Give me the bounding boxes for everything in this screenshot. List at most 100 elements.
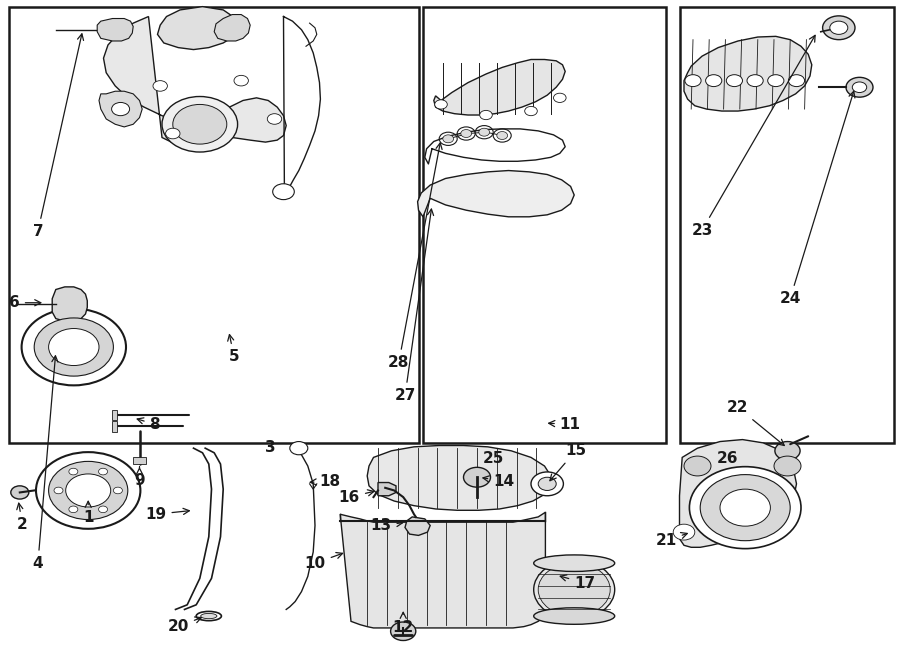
Text: 14: 14 bbox=[483, 474, 514, 488]
Text: 1: 1 bbox=[83, 501, 94, 525]
Circle shape bbox=[774, 456, 801, 476]
Text: 26: 26 bbox=[716, 451, 738, 466]
Text: 21: 21 bbox=[655, 533, 688, 548]
Circle shape bbox=[706, 75, 722, 87]
Polygon shape bbox=[52, 287, 87, 321]
Circle shape bbox=[439, 132, 457, 145]
Text: 22: 22 bbox=[727, 400, 784, 446]
Polygon shape bbox=[340, 512, 545, 628]
Circle shape bbox=[464, 467, 490, 487]
Text: 17: 17 bbox=[560, 575, 595, 590]
Text: 2: 2 bbox=[17, 503, 28, 532]
Text: 7: 7 bbox=[32, 34, 84, 239]
Circle shape bbox=[443, 135, 454, 143]
Circle shape bbox=[726, 75, 742, 87]
Circle shape bbox=[49, 461, 128, 520]
Circle shape bbox=[684, 456, 711, 476]
Circle shape bbox=[112, 102, 130, 116]
Polygon shape bbox=[214, 15, 250, 41]
Circle shape bbox=[166, 128, 180, 139]
Text: 12: 12 bbox=[392, 612, 414, 635]
Circle shape bbox=[480, 110, 492, 120]
Text: 27: 27 bbox=[394, 209, 434, 403]
Circle shape bbox=[497, 132, 508, 139]
Text: 6: 6 bbox=[9, 295, 40, 310]
Polygon shape bbox=[434, 59, 565, 115]
Text: 8: 8 bbox=[137, 417, 160, 432]
Circle shape bbox=[49, 329, 99, 366]
Polygon shape bbox=[684, 36, 812, 111]
Text: 10: 10 bbox=[305, 553, 343, 570]
Polygon shape bbox=[680, 440, 796, 547]
Circle shape bbox=[720, 489, 770, 526]
Circle shape bbox=[461, 130, 472, 137]
Polygon shape bbox=[112, 410, 117, 420]
Text: 25: 25 bbox=[482, 451, 504, 466]
Circle shape bbox=[768, 75, 784, 87]
Text: 15: 15 bbox=[550, 444, 586, 481]
Circle shape bbox=[475, 126, 493, 139]
Polygon shape bbox=[99, 91, 142, 127]
Polygon shape bbox=[133, 457, 146, 464]
Bar bbox=[680, 7, 894, 443]
Polygon shape bbox=[112, 421, 117, 432]
Polygon shape bbox=[405, 517, 430, 535]
Circle shape bbox=[531, 472, 563, 496]
Circle shape bbox=[36, 452, 140, 529]
Circle shape bbox=[457, 127, 475, 140]
Circle shape bbox=[153, 81, 167, 91]
Ellipse shape bbox=[534, 555, 615, 571]
Circle shape bbox=[538, 477, 556, 490]
Circle shape bbox=[54, 487, 63, 494]
Circle shape bbox=[173, 104, 227, 144]
Circle shape bbox=[479, 128, 490, 136]
Polygon shape bbox=[158, 7, 239, 50]
Circle shape bbox=[99, 506, 108, 513]
Circle shape bbox=[685, 75, 701, 87]
Bar bbox=[423, 7, 666, 443]
Circle shape bbox=[11, 486, 29, 499]
Circle shape bbox=[66, 474, 111, 507]
Circle shape bbox=[538, 563, 610, 616]
Circle shape bbox=[852, 82, 867, 93]
Circle shape bbox=[554, 93, 566, 102]
Circle shape bbox=[775, 442, 800, 460]
Circle shape bbox=[493, 129, 511, 142]
Circle shape bbox=[534, 560, 615, 619]
Circle shape bbox=[747, 75, 763, 87]
Polygon shape bbox=[378, 483, 396, 496]
Circle shape bbox=[113, 487, 122, 494]
Ellipse shape bbox=[201, 613, 217, 619]
Circle shape bbox=[673, 524, 695, 540]
Text: 16: 16 bbox=[338, 490, 373, 504]
Text: 24: 24 bbox=[779, 91, 855, 306]
Text: 19: 19 bbox=[146, 507, 189, 522]
Text: 20: 20 bbox=[167, 617, 202, 634]
Circle shape bbox=[22, 309, 126, 385]
Circle shape bbox=[234, 75, 248, 86]
Text: 28: 28 bbox=[388, 143, 442, 369]
Polygon shape bbox=[367, 446, 551, 510]
Circle shape bbox=[525, 106, 537, 116]
Bar bbox=[9, 7, 418, 443]
Circle shape bbox=[68, 506, 77, 513]
Text: 18: 18 bbox=[310, 474, 340, 488]
Text: 11: 11 bbox=[549, 417, 580, 432]
Circle shape bbox=[700, 475, 790, 541]
Circle shape bbox=[435, 100, 447, 109]
Circle shape bbox=[267, 114, 282, 124]
Circle shape bbox=[823, 16, 855, 40]
Circle shape bbox=[290, 442, 308, 455]
Ellipse shape bbox=[196, 611, 221, 621]
Circle shape bbox=[788, 75, 805, 87]
Text: 9: 9 bbox=[134, 467, 145, 488]
Text: 5: 5 bbox=[228, 334, 239, 364]
Ellipse shape bbox=[534, 608, 615, 624]
Circle shape bbox=[273, 184, 294, 200]
Text: 4: 4 bbox=[32, 356, 58, 570]
Circle shape bbox=[830, 21, 848, 34]
Circle shape bbox=[34, 318, 113, 376]
Text: 3: 3 bbox=[265, 440, 275, 455]
Circle shape bbox=[846, 77, 873, 97]
Circle shape bbox=[162, 97, 238, 152]
